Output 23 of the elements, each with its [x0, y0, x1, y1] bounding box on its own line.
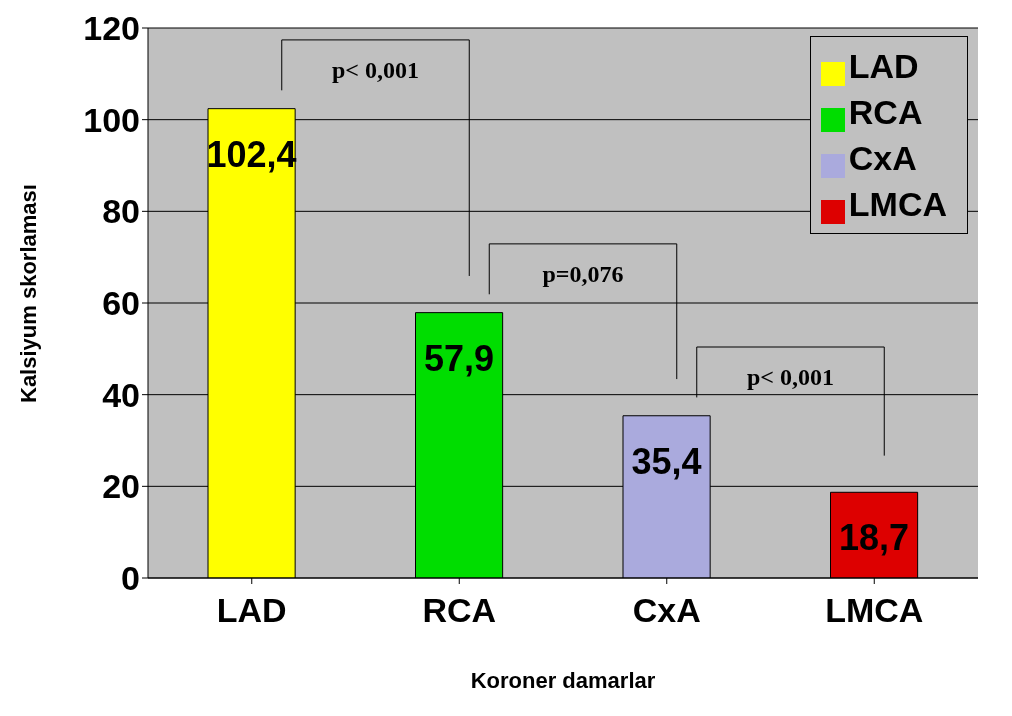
- legend-label: LMCA: [848, 185, 947, 223]
- annotation: p=0,076: [542, 260, 624, 287]
- x-tick-label: LAD: [216, 591, 287, 630]
- data-label: 18,7: [839, 517, 910, 559]
- x-tick-label: CxA: [632, 591, 701, 630]
- x-tick-label: RCA: [422, 591, 497, 630]
- y-tick-label: 20: [102, 467, 140, 506]
- legend-label: LAD: [848, 47, 919, 85]
- data-label: 35,4: [631, 440, 702, 482]
- annotation: p< 0,001: [331, 56, 420, 83]
- legend-label: CxA: [848, 139, 917, 177]
- y-tick-label: 60: [102, 284, 140, 323]
- x-tick-label: LMCA: [825, 591, 924, 630]
- annotation: p< 0,001: [746, 364, 835, 390]
- y-tick-label: 40: [102, 375, 140, 414]
- y-tick-label: 80: [102, 192, 140, 231]
- y-tick-label: 100: [83, 100, 140, 139]
- legend-label: RCA: [848, 93, 923, 131]
- y-tick-label: 0: [121, 559, 140, 598]
- y-tick-label: 120: [83, 9, 140, 48]
- x-axis-title: Koroner damarlar: [470, 668, 656, 693]
- data-label: 57,9: [424, 337, 495, 379]
- y-axis-title: Kalsiyum skorlaması: [15, 184, 41, 403]
